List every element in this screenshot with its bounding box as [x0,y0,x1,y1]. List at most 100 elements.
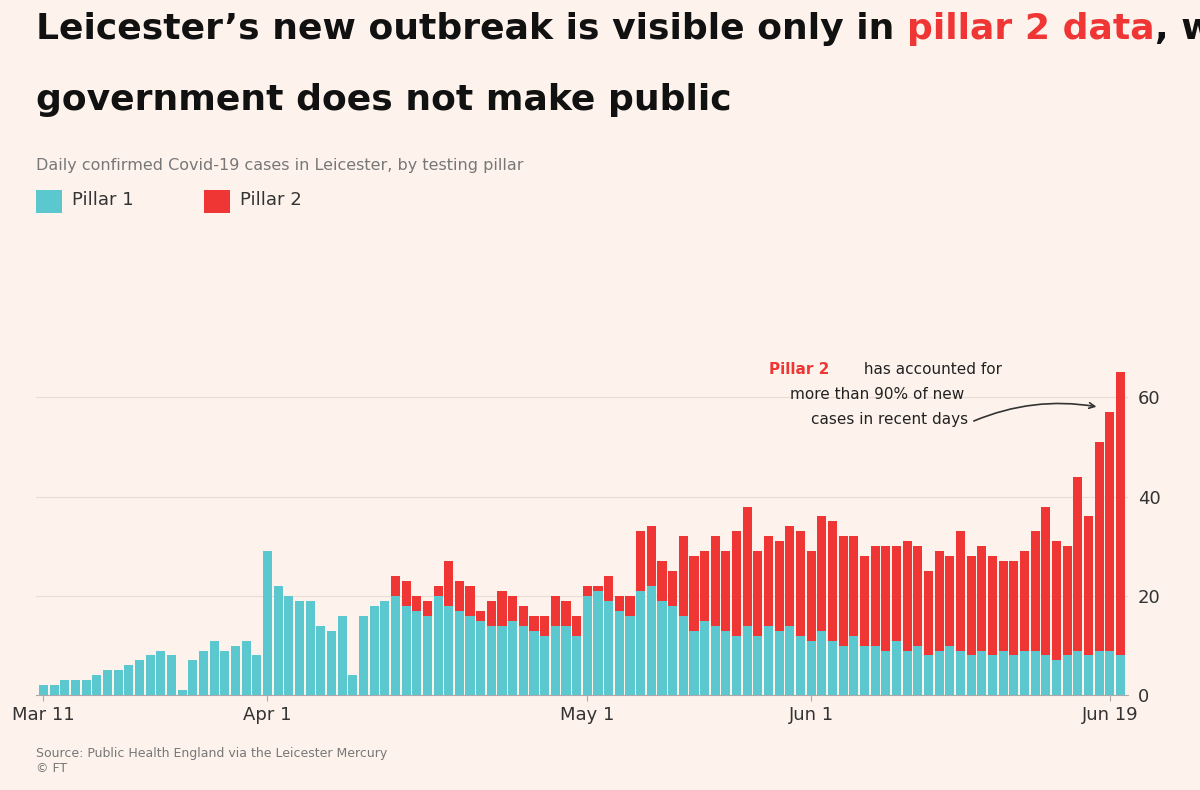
Bar [60,680,70,695]
Bar [188,660,197,695]
Bar [210,641,218,695]
Bar [529,630,539,695]
Bar [658,601,666,695]
Bar [625,615,635,695]
Bar [1116,372,1126,656]
Bar [817,517,827,630]
Text: Daily confirmed Covid-19 cases in Leicester, by testing pillar: Daily confirmed Covid-19 cases in Leices… [36,158,523,173]
Bar [1105,650,1115,695]
Bar [370,606,378,695]
Bar [710,626,720,695]
Bar [562,601,570,626]
Bar [359,615,368,695]
Bar [422,615,432,695]
Bar [1042,656,1050,695]
Text: has accounted for: has accounted for [859,363,1002,378]
Bar [786,526,794,626]
Bar [466,586,474,615]
Bar [732,636,742,695]
Bar [455,581,464,611]
Bar [604,576,613,601]
Bar [743,626,752,695]
Bar [402,581,410,606]
Text: government does not make public: government does not make public [36,83,732,117]
Bar [316,626,325,695]
Text: , which the: , which the [1154,12,1200,46]
Bar [647,526,656,586]
Bar [38,685,48,695]
Bar [668,571,677,606]
Bar [49,685,59,695]
Bar [337,615,347,695]
Bar [1073,476,1082,650]
Bar [796,532,805,636]
Text: pillar 2 data: pillar 2 data [907,12,1154,46]
Bar [391,596,400,695]
Text: Pillar 2: Pillar 2 [240,191,301,209]
Bar [998,650,1008,695]
Bar [295,601,304,695]
Bar [487,626,496,695]
Bar [1063,546,1072,656]
Bar [668,606,677,695]
Bar [583,596,592,695]
Bar [913,546,923,645]
Bar [806,641,816,695]
Bar [476,621,485,695]
Text: Source: Public Health England via the Leicester Mercury
© FT: Source: Public Health England via the Le… [36,747,388,774]
Text: Leicester’s new outbreak is visible only in: Leicester’s new outbreak is visible only… [36,12,907,46]
Bar [466,615,474,695]
Bar [284,596,293,695]
Bar [946,645,954,695]
Bar [956,532,965,650]
Bar [551,596,560,626]
Bar [946,556,954,645]
Bar [892,641,901,695]
Bar [924,656,934,695]
Bar [263,551,272,695]
Bar [604,601,613,695]
Bar [1084,656,1093,695]
Bar [572,636,581,695]
Bar [1052,541,1061,660]
Bar [433,586,443,596]
Bar [754,551,762,636]
Bar [700,551,709,621]
Bar [444,561,454,606]
Bar [775,630,784,695]
Bar [1105,412,1115,650]
Bar [817,630,827,695]
Bar [977,650,986,695]
Bar [114,671,122,695]
Bar [402,606,410,695]
Bar [1116,656,1126,695]
Bar [902,541,912,650]
Bar [902,650,912,695]
Bar [806,551,816,641]
Bar [860,556,869,645]
Bar [134,660,144,695]
Bar [82,680,91,695]
Bar [156,650,166,695]
Bar [145,656,155,695]
Bar [913,645,923,695]
Bar [529,615,539,630]
Bar [92,675,101,695]
Bar [764,626,773,695]
Bar [1009,561,1019,656]
Bar [498,626,506,695]
Bar [583,586,592,596]
Bar [871,546,880,645]
Bar [518,606,528,626]
Bar [230,645,240,695]
Bar [476,611,485,621]
Bar [743,506,752,626]
Bar [380,601,389,695]
Bar [786,626,794,695]
Bar [614,596,624,611]
Bar [828,641,838,695]
Bar [551,626,560,695]
Bar [860,645,869,695]
Bar [412,611,421,695]
Bar [326,630,336,695]
